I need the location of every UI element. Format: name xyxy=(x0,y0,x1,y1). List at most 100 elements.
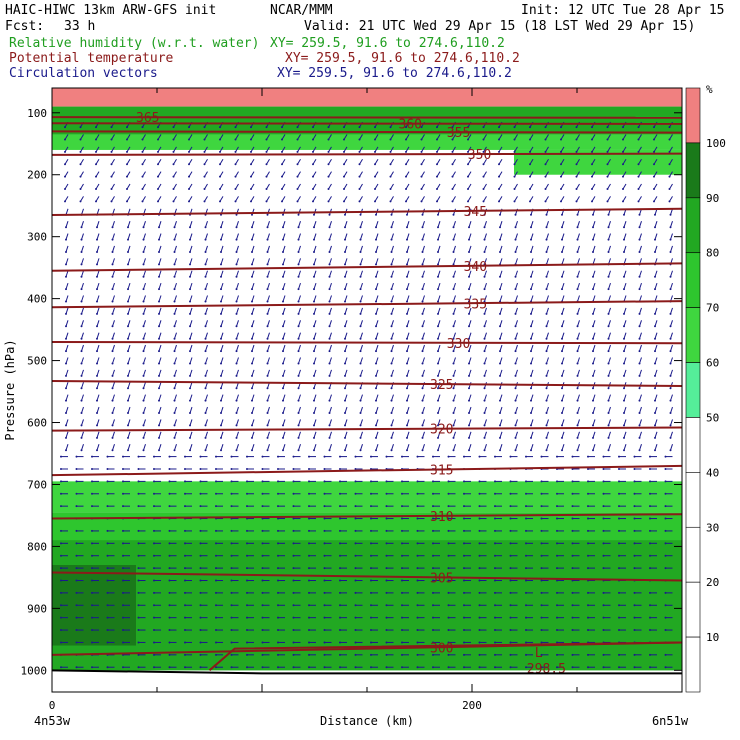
circulation-vector xyxy=(421,369,425,377)
circulation-vector xyxy=(483,282,487,291)
circulation-vector xyxy=(463,591,471,594)
circulation-vector xyxy=(607,369,611,377)
circulation-vector xyxy=(494,591,502,594)
circulation-vector xyxy=(591,134,596,141)
circulation-vector xyxy=(359,295,363,303)
theta-contour-365 xyxy=(51,116,683,119)
circulation-vector xyxy=(370,529,378,532)
circulation-vector xyxy=(157,196,162,203)
theta-contour-320 xyxy=(51,426,683,432)
circulation-vector xyxy=(421,357,425,365)
circulation-vector xyxy=(184,629,192,632)
circulation-vector xyxy=(292,629,301,632)
circulation-vector xyxy=(246,467,254,470)
circulation-vector xyxy=(478,616,487,619)
circulation-vector xyxy=(142,344,146,353)
circulation-vector xyxy=(339,467,347,470)
circulation-vector xyxy=(261,591,270,594)
circulation-vector xyxy=(292,492,301,495)
circulation-vector xyxy=(561,369,565,377)
circulation-vector xyxy=(575,183,580,191)
circulation-vector xyxy=(122,529,130,532)
circulation-vector xyxy=(106,666,115,669)
circulation-vector xyxy=(277,480,285,483)
circulation-vector xyxy=(482,158,487,166)
circulation-vector xyxy=(220,221,224,229)
circulation-vector xyxy=(234,146,239,153)
circulation-vector xyxy=(406,431,410,439)
circulation-vector xyxy=(199,554,208,557)
circulation-vector xyxy=(587,542,595,545)
circulation-vector xyxy=(375,394,379,402)
circulation-vector xyxy=(587,505,595,508)
circulation-vector xyxy=(204,295,208,303)
circulation-vector xyxy=(323,554,332,557)
circulation-vector xyxy=(591,146,596,153)
circulation-vector xyxy=(323,529,332,532)
circulation-vector xyxy=(204,221,208,229)
circulation-vector xyxy=(142,320,146,328)
circulation-vector xyxy=(385,554,394,557)
circulation-vector xyxy=(437,245,441,253)
circulation-vector xyxy=(529,134,534,141)
circulation-vector xyxy=(401,604,409,607)
circulation-vector xyxy=(328,444,332,452)
y-tick-label: 500 xyxy=(27,355,47,368)
circulation-vector xyxy=(560,134,565,141)
circulation-vector xyxy=(437,419,441,427)
circulation-vector xyxy=(220,270,224,278)
circulation-vector xyxy=(576,282,580,291)
circulation-vector xyxy=(540,542,549,545)
circulation-vector xyxy=(406,258,410,266)
circulation-vector xyxy=(370,505,378,508)
circulation-vector xyxy=(323,517,332,520)
circulation-vector xyxy=(592,233,596,241)
circulation-vector xyxy=(576,344,580,353)
circulation-vector xyxy=(153,505,161,508)
circulation-vector xyxy=(545,282,549,291)
circulation-vector xyxy=(199,666,208,669)
circulation-vector xyxy=(127,357,131,365)
circulation-vector xyxy=(189,208,193,216)
colorbar-box xyxy=(685,636,701,693)
circulation-vector xyxy=(106,492,115,495)
circulation-vector xyxy=(266,307,270,315)
circulation-vector xyxy=(230,455,239,458)
circulation-vector xyxy=(80,221,84,229)
circulation-vector xyxy=(96,344,100,353)
circulation-vector xyxy=(530,295,534,303)
circulation-vector xyxy=(308,505,316,508)
circulation-vector xyxy=(173,282,177,291)
circulation-vector xyxy=(509,480,518,483)
circulation-vector xyxy=(649,629,657,632)
circulation-vector xyxy=(111,282,115,291)
circulation-vector xyxy=(416,492,425,495)
circulation-vector xyxy=(591,183,596,191)
circulation-vector xyxy=(561,357,565,365)
theta-min-marker: L xyxy=(535,646,543,661)
circulation-vector xyxy=(184,467,192,470)
circulation-vector xyxy=(499,344,503,353)
circulation-vector xyxy=(265,146,270,153)
circulation-vector xyxy=(266,245,270,253)
circulation-vector xyxy=(447,554,456,557)
circulation-vector xyxy=(592,431,596,439)
circulation-vector xyxy=(452,332,456,340)
circulation-vector xyxy=(343,196,348,203)
circulation-vector xyxy=(406,357,410,365)
circulation-vector xyxy=(638,431,642,439)
circulation-vector xyxy=(204,208,208,216)
circulation-vector xyxy=(80,382,84,390)
circulation-vector xyxy=(91,467,99,470)
circulation-vector xyxy=(545,406,549,415)
circulation-vector xyxy=(421,245,425,253)
circulation-vector xyxy=(308,579,316,582)
rh-region-4 xyxy=(52,481,682,513)
circulation-vector xyxy=(137,455,146,458)
circulation-vector xyxy=(664,591,673,594)
circulation-vector xyxy=(437,307,441,315)
circulation-vector xyxy=(158,344,162,353)
circulation-vector xyxy=(649,542,657,545)
circulation-vector xyxy=(292,480,301,483)
circulation-vector xyxy=(421,233,425,241)
